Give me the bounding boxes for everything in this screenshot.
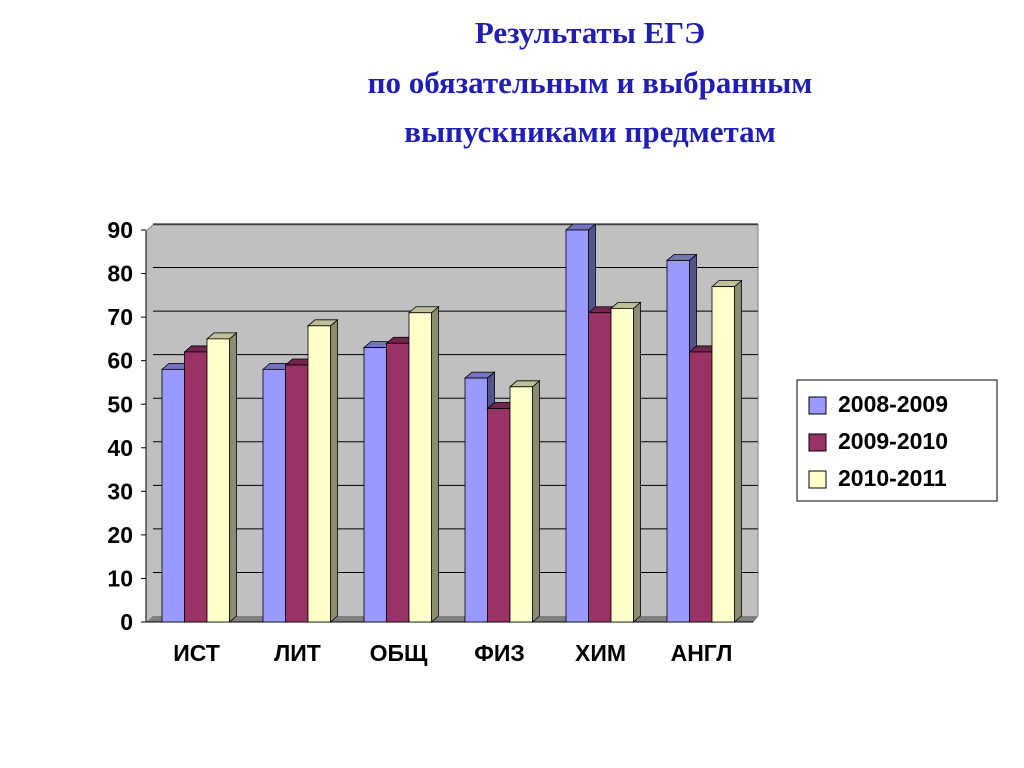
y-tick-label: 80 bbox=[107, 261, 133, 287]
bar bbox=[610, 307, 634, 623]
chart-title: выпускниками предметам bbox=[404, 114, 776, 149]
bar bbox=[206, 338, 230, 623]
bar-side bbox=[532, 379, 540, 623]
bar-side bbox=[330, 318, 338, 623]
y-tick-label: 60 bbox=[107, 348, 133, 374]
bar bbox=[711, 286, 735, 623]
bar bbox=[487, 408, 511, 623]
bar-side bbox=[431, 305, 439, 623]
bar bbox=[307, 325, 331, 623]
legend-swatch bbox=[808, 470, 827, 489]
legend-label: 2008-2009 bbox=[838, 391, 948, 417]
y-tick-label: 0 bbox=[120, 609, 133, 635]
x-tick-label: ХИМ bbox=[575, 640, 626, 666]
y-tick-label: 30 bbox=[107, 478, 133, 504]
bar-side bbox=[633, 301, 641, 623]
bar bbox=[262, 368, 286, 623]
y-tick-label: 90 bbox=[107, 217, 133, 243]
bar bbox=[285, 364, 309, 623]
bar-side bbox=[734, 279, 742, 623]
y-tick-label: 10 bbox=[107, 566, 133, 592]
legend-label: 2010-2011 bbox=[838, 465, 947, 491]
legend-swatch bbox=[808, 396, 827, 415]
legend bbox=[796, 379, 998, 502]
bar bbox=[689, 351, 713, 623]
plot-floor bbox=[146, 616, 758, 622]
y-tick-label: 50 bbox=[107, 391, 133, 417]
legend-swatch bbox=[808, 433, 827, 452]
bar bbox=[509, 386, 533, 623]
x-tick-label: ОБЩ bbox=[370, 640, 428, 666]
x-tick-label: ФИЗ bbox=[474, 640, 525, 666]
bar-side bbox=[229, 332, 237, 623]
bar bbox=[386, 342, 410, 623]
bar bbox=[565, 229, 589, 623]
x-tick-label: ИСТ bbox=[173, 640, 220, 666]
bar bbox=[363, 347, 387, 623]
chart-title: по обязательным и выбранным bbox=[368, 65, 813, 100]
bar bbox=[184, 351, 208, 623]
legend-label: 2009-2010 bbox=[838, 428, 948, 454]
bar bbox=[161, 368, 185, 623]
bar bbox=[588, 312, 612, 623]
chart-title: Результаты ЕГЭ bbox=[475, 15, 705, 50]
plot-wall bbox=[145, 224, 759, 623]
bar bbox=[408, 312, 432, 623]
x-tick-label: АНГЛ bbox=[671, 640, 733, 666]
y-tick-label: 70 bbox=[107, 304, 133, 330]
y-tick-label: 20 bbox=[107, 522, 133, 548]
y-tick-label: 40 bbox=[107, 435, 133, 461]
x-tick-label: ЛИТ bbox=[274, 640, 321, 666]
bar bbox=[666, 260, 690, 623]
bar bbox=[464, 377, 488, 623]
